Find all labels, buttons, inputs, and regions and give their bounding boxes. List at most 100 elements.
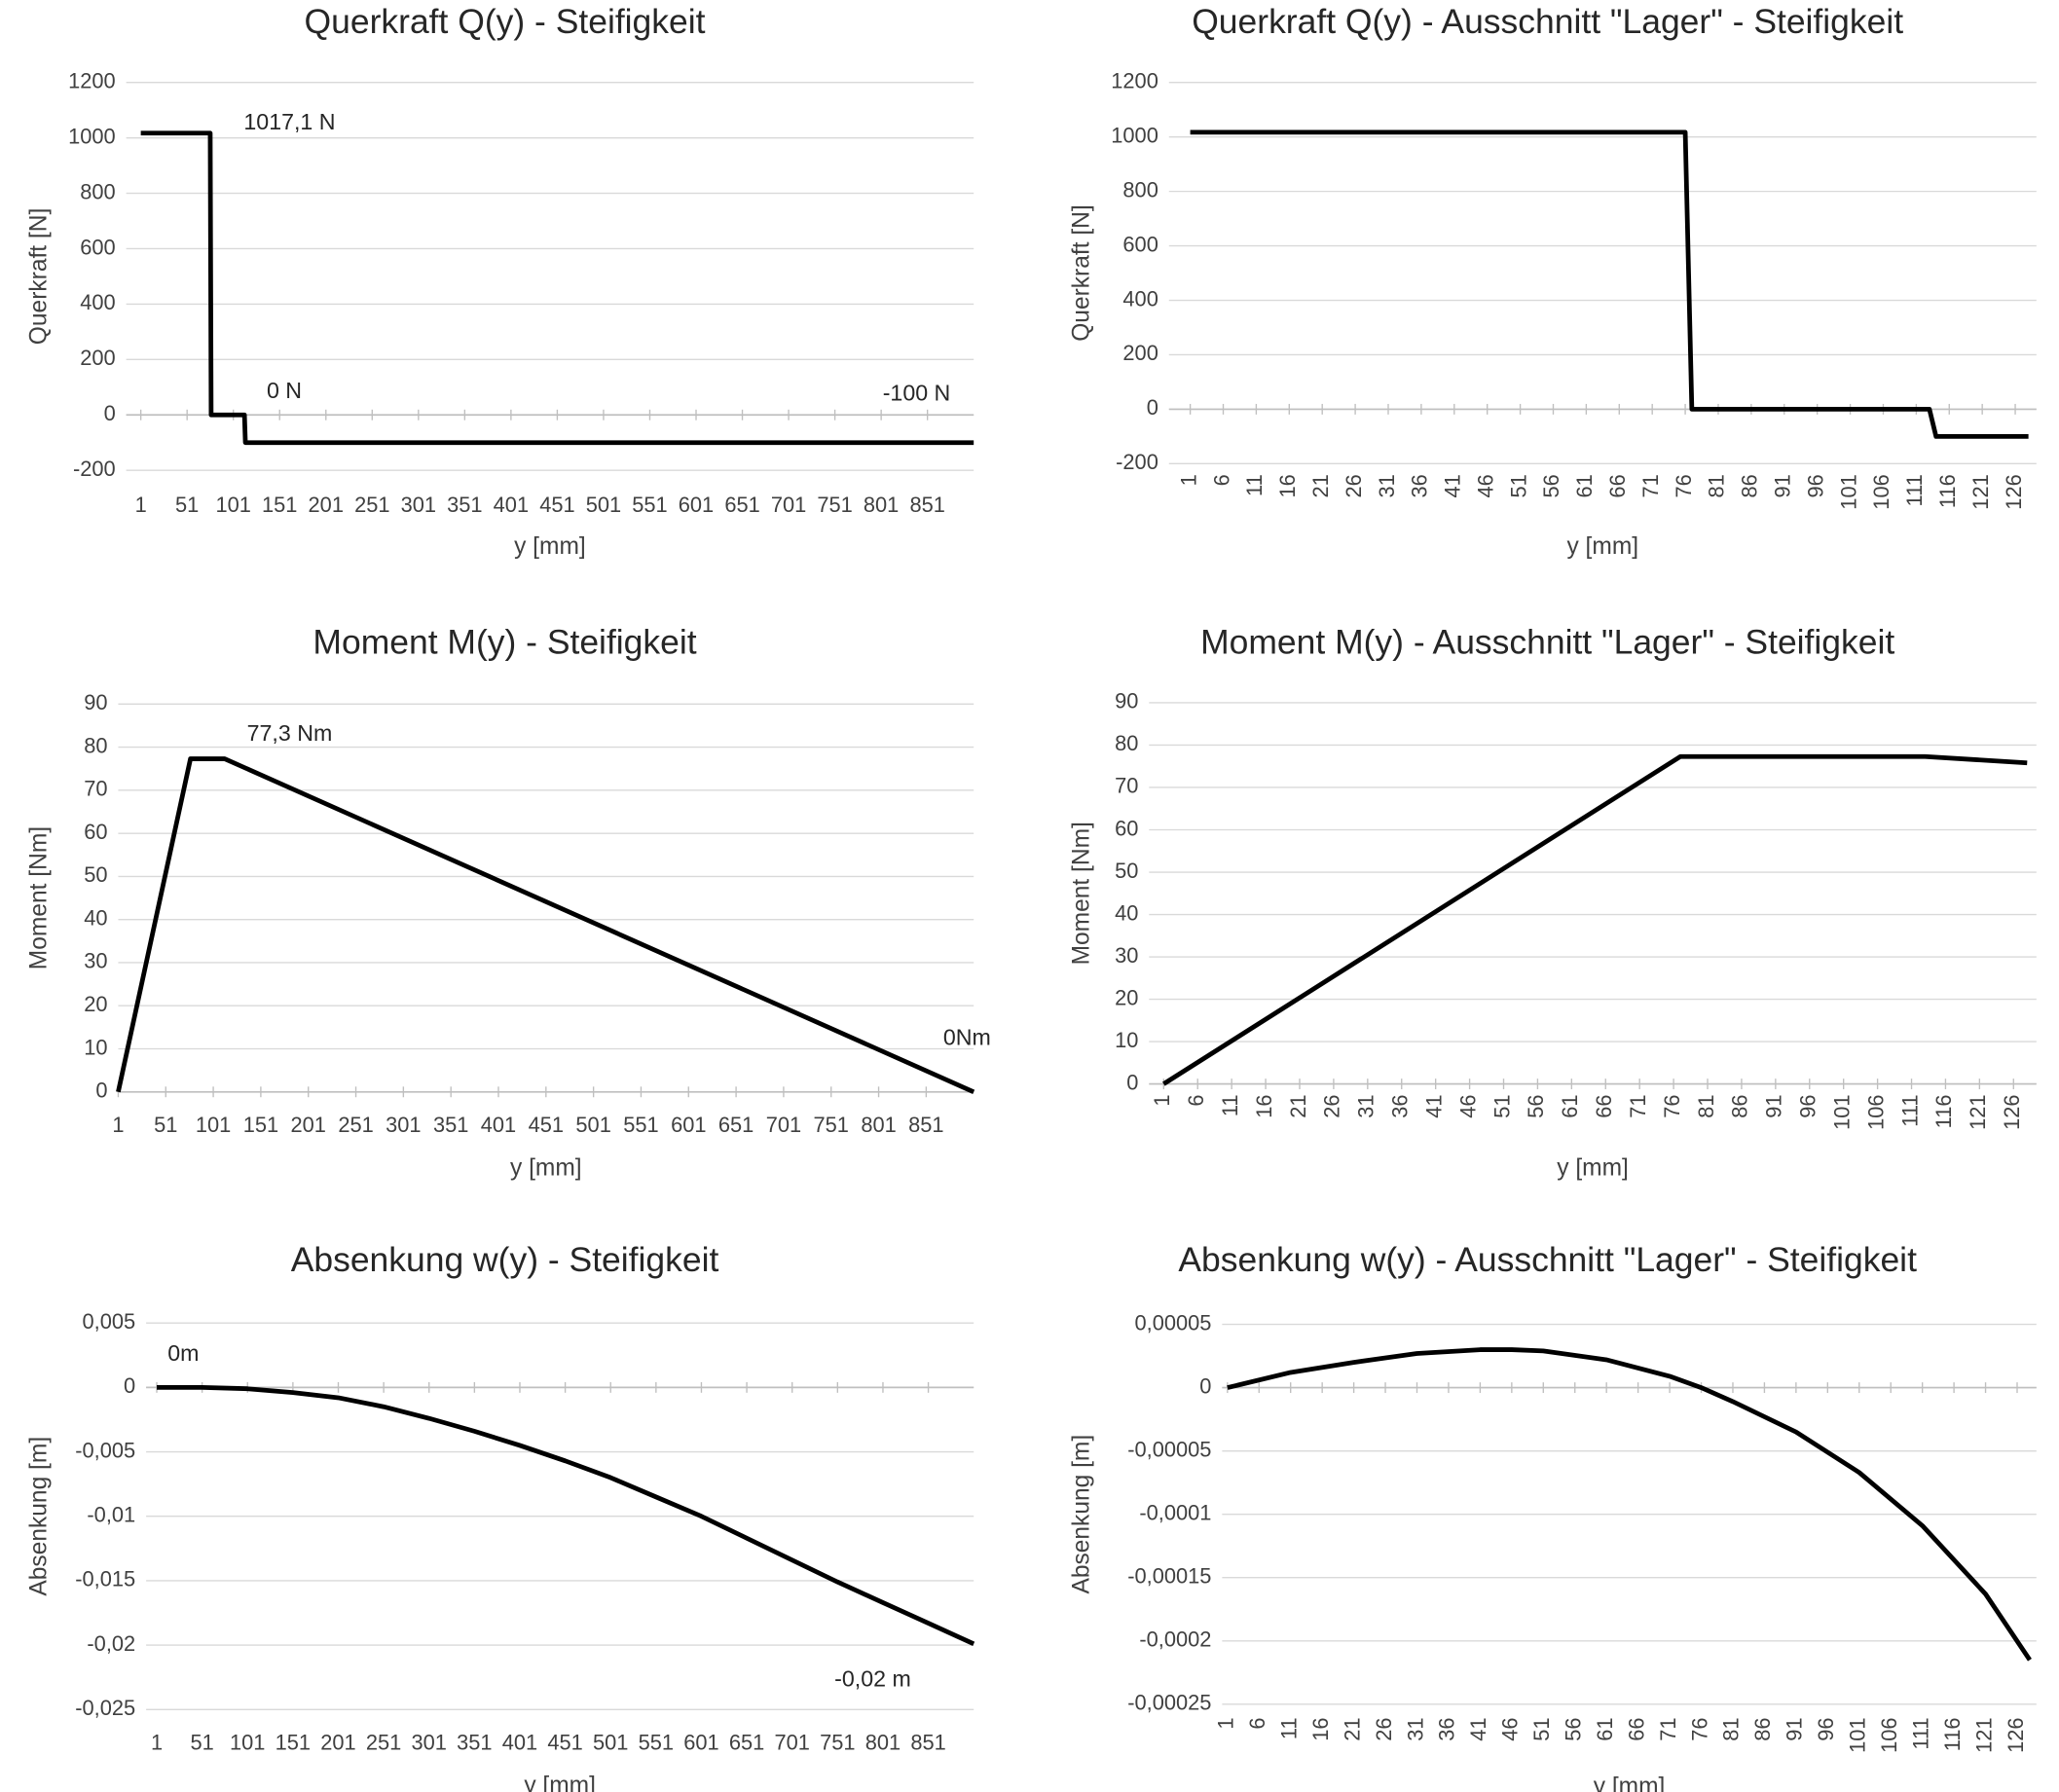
x-tick-label: 16 <box>1308 1717 1333 1740</box>
y-tick-label: 0 <box>1126 1070 1138 1094</box>
x-tick-label: 31 <box>1375 474 1399 497</box>
x-tick-label: 6 <box>1184 1094 1208 1106</box>
x-tick-label: 21 <box>1340 1717 1364 1740</box>
x-tick-label: 16 <box>1252 1094 1276 1117</box>
x-tick-label: 601 <box>683 1731 718 1755</box>
y-tick-label: 10 <box>1115 1028 1138 1052</box>
x-tick-label: 111 <box>1902 474 1927 506</box>
x-tick-label: 126 <box>2002 474 2026 509</box>
x-tick-label: 251 <box>338 1113 373 1137</box>
x-tick-label: 401 <box>481 1113 516 1137</box>
x-tick-label: 801 <box>865 1731 901 1755</box>
y-axis-title: Moment [Nm] <box>25 826 52 969</box>
x-tick-label: 851 <box>910 1731 945 1755</box>
y-tick-label: 0 <box>124 1373 135 1398</box>
x-tick-label: 1 <box>1176 474 1200 486</box>
annotation: 77,3 Nm <box>247 720 333 746</box>
x-tick-label: 651 <box>724 493 759 517</box>
y-tick-label: 1000 <box>1111 123 1158 147</box>
x-tick-label: 41 <box>1466 1717 1490 1740</box>
y-tick-label: 800 <box>1122 177 1158 201</box>
x-tick-label: 651 <box>718 1113 754 1137</box>
y-tick-label: 800 <box>80 179 115 203</box>
x-tick-label: 301 <box>386 1113 421 1137</box>
chart-title: Moment M(y) - Ausschnitt "Lager" - Steif… <box>1200 622 1894 661</box>
y-tick-label: 1200 <box>1111 68 1158 92</box>
x-tick-label: 101 <box>215 493 250 517</box>
y-tick-label: 50 <box>84 862 107 887</box>
x-tick-label: 201 <box>320 1731 355 1755</box>
x-tick-label: 6 <box>1245 1717 1269 1729</box>
x-tick-label: 151 <box>262 493 297 517</box>
x-tick-label: 91 <box>1762 1094 1786 1117</box>
x-tick-label: 351 <box>433 1113 468 1137</box>
y-tick-label: 400 <box>80 290 115 314</box>
x-axis-title: y [mm] <box>1566 533 1638 560</box>
y-tick-label: 70 <box>84 777 107 801</box>
x-tick-label: 41 <box>1421 1094 1446 1117</box>
x-tick-label: 501 <box>593 1731 628 1755</box>
x-tick-label: 51 <box>1529 1717 1554 1740</box>
x-tick-label: 76 <box>1660 1094 1684 1117</box>
x-tick-label: 66 <box>1624 1717 1648 1740</box>
x-tick-label: 601 <box>679 493 714 517</box>
x-tick-label: 11 <box>1218 1094 1242 1116</box>
x-tick-label: 751 <box>814 1113 849 1137</box>
y-tick-label: 80 <box>84 733 107 757</box>
y-tick-label: 200 <box>1122 341 1158 365</box>
x-tick-label: 106 <box>1869 474 1894 509</box>
y-tick-label: 90 <box>84 690 107 714</box>
x-tick-label: 36 <box>1388 1094 1413 1117</box>
annotation: 0 N <box>267 378 302 403</box>
y-tick-label: -0,005 <box>75 1438 135 1462</box>
x-tick-label: 551 <box>623 1113 658 1137</box>
x-tick-label: 116 <box>1931 1094 1956 1128</box>
x-tick-label: 61 <box>1593 1717 1617 1740</box>
x-tick-label: 116 <box>1940 1717 1965 1751</box>
x-tick-label: 86 <box>1750 1717 1775 1740</box>
x-tick-label: 121 <box>1971 1717 1996 1752</box>
x-tick-label: 751 <box>820 1731 855 1755</box>
y-tick-label: 1000 <box>68 124 116 148</box>
x-tick-label: 11 <box>1276 1717 1301 1739</box>
x-tick-label: 451 <box>539 493 574 517</box>
x-tick-label: 401 <box>502 1731 537 1755</box>
x-tick-label: 61 <box>1558 1094 1582 1117</box>
x-tick-label: 21 <box>1308 474 1333 497</box>
x-axis-title: y [mm] <box>514 533 586 560</box>
x-tick-label: 6 <box>1209 474 1233 486</box>
x-tick-label: 16 <box>1275 474 1300 497</box>
y-tick-label: 0,00005 <box>1135 1310 1212 1335</box>
chart-title: Querkraft Q(y) - Ausschnitt "Lager" - St… <box>1192 2 1903 41</box>
x-tick-label: 41 <box>1441 474 1465 497</box>
x-tick-label: 351 <box>457 1731 492 1755</box>
x-tick-label: 111 <box>1897 1094 1922 1126</box>
x-tick-label: 96 <box>1796 1094 1820 1117</box>
x-tick-label: 21 <box>1286 1094 1310 1117</box>
chart-title: Querkraft Q(y) - Steifigkeit <box>305 2 706 41</box>
x-tick-label: 501 <box>575 1113 610 1137</box>
annotation: -0,02 m <box>834 1665 911 1691</box>
y-axis-title: Absenkung [m] <box>1069 1435 1095 1594</box>
x-tick-label: 101 <box>1846 1717 1870 1752</box>
x-tick-label: 101 <box>1836 474 1860 509</box>
x-tick-label: 46 <box>1455 1094 1480 1117</box>
y-tick-label: 0,005 <box>83 1309 136 1334</box>
data-line <box>157 1384 975 1646</box>
chart-title: Moment M(y) - Steifigkeit <box>313 622 696 661</box>
y-tick-label: 0 <box>1199 1373 1211 1398</box>
x-tick-label: 11 <box>1242 474 1267 496</box>
x-tick-label: 401 <box>494 493 529 517</box>
x-tick-label: 1 <box>112 1113 124 1137</box>
x-tick-label: 66 <box>1592 1094 1616 1117</box>
annotation: 0Nm <box>943 1024 991 1049</box>
x-tick-label: 56 <box>1562 1717 1586 1740</box>
x-tick-label: 71 <box>1638 474 1663 497</box>
x-tick-label: 501 <box>586 493 621 517</box>
x-tick-label: 111 <box>1908 1717 1932 1749</box>
y-tick-label: 600 <box>80 235 115 259</box>
x-tick-label: 1 <box>135 493 147 517</box>
x-tick-label: 701 <box>771 493 806 517</box>
x-tick-label: 36 <box>1408 474 1432 497</box>
x-tick-label: 31 <box>1403 1717 1427 1740</box>
